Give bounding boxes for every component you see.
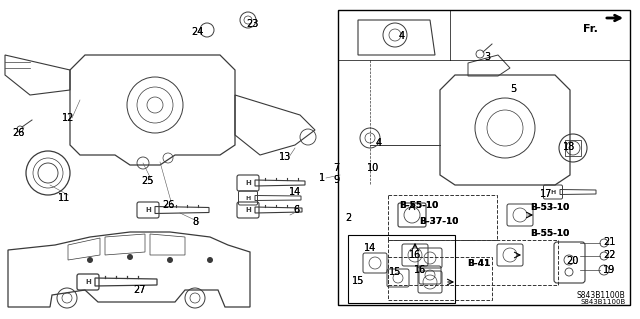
Text: 17: 17: [540, 189, 552, 199]
Text: B-55-10: B-55-10: [530, 228, 569, 238]
Text: B-37-10: B-37-10: [419, 218, 458, 226]
Text: 24: 24: [191, 27, 203, 37]
Bar: [388, 257, 492, 300]
Circle shape: [127, 254, 133, 260]
Text: 21: 21: [603, 237, 615, 247]
Text: 9: 9: [333, 175, 339, 185]
Text: 1: 1: [319, 173, 325, 183]
Text: 27: 27: [134, 285, 147, 295]
Text: 7: 7: [333, 163, 339, 173]
Text: B-55-10: B-55-10: [530, 228, 569, 238]
Text: 6: 6: [293, 205, 299, 215]
Text: 25: 25: [141, 176, 154, 186]
Text: B-37-10: B-37-10: [419, 218, 458, 226]
Text: 14: 14: [364, 243, 376, 253]
Text: 9: 9: [333, 175, 339, 185]
Text: 12: 12: [62, 113, 74, 123]
Text: 19: 19: [603, 265, 615, 275]
Text: B-53-10: B-53-10: [530, 203, 569, 211]
Text: 5: 5: [510, 84, 516, 94]
Text: B-55-10: B-55-10: [399, 201, 438, 210]
Text: 2: 2: [345, 213, 351, 223]
Text: 5: 5: [510, 84, 516, 94]
Text: 13: 13: [279, 152, 291, 162]
Text: 1: 1: [319, 173, 325, 183]
Text: 15: 15: [352, 276, 364, 286]
Text: 25: 25: [141, 176, 154, 186]
Bar: [388, 195, 497, 240]
Text: 20: 20: [566, 256, 578, 266]
Text: Fr.: Fr.: [583, 24, 598, 34]
Circle shape: [207, 257, 213, 263]
Text: 16: 16: [409, 250, 421, 260]
Text: 19: 19: [603, 265, 615, 275]
Text: S843B1100B: S843B1100B: [576, 291, 625, 300]
Text: 23: 23: [246, 19, 258, 29]
Text: 16: 16: [414, 265, 426, 275]
Text: 8: 8: [192, 217, 198, 227]
Text: 26: 26: [12, 128, 24, 138]
Text: 20: 20: [566, 256, 578, 266]
Text: 3: 3: [484, 52, 490, 62]
Text: 14: 14: [364, 243, 376, 253]
Text: 23: 23: [246, 19, 258, 29]
Text: 4: 4: [376, 138, 382, 148]
Text: 16: 16: [409, 250, 421, 260]
Text: H: H: [245, 196, 251, 201]
Bar: [338, 10, 630, 305]
Text: 12: 12: [62, 113, 74, 123]
Text: 8: 8: [192, 217, 198, 227]
Text: 2: 2: [345, 213, 351, 223]
Text: 10: 10: [367, 163, 379, 173]
Text: 16: 16: [414, 265, 426, 275]
Text: 21: 21: [603, 237, 615, 247]
Text: H: H: [145, 207, 151, 213]
Text: 15: 15: [389, 267, 401, 277]
Text: 4: 4: [399, 31, 405, 41]
Text: B-41: B-41: [467, 259, 490, 269]
Text: H: H: [245, 207, 251, 213]
Text: 18: 18: [563, 142, 575, 152]
Text: 22: 22: [603, 250, 615, 260]
Text: 26: 26: [12, 128, 24, 138]
Text: 6: 6: [293, 205, 299, 215]
Text: B-53-10: B-53-10: [530, 203, 569, 211]
Text: S843B1100B: S843B1100B: [580, 299, 626, 305]
Circle shape: [167, 257, 173, 263]
Bar: [388, 240, 558, 285]
Text: H: H: [245, 180, 251, 186]
Text: H: H: [85, 279, 91, 285]
Text: 26: 26: [162, 200, 174, 210]
Text: 14: 14: [289, 187, 301, 197]
Text: 18: 18: [563, 142, 575, 152]
Text: B-55-10: B-55-10: [399, 201, 438, 210]
Text: B-41: B-41: [467, 259, 490, 269]
Text: 15: 15: [352, 276, 364, 286]
Text: 11: 11: [58, 193, 70, 203]
Bar: [348, 235, 455, 303]
Text: 10: 10: [367, 163, 379, 173]
Text: 24: 24: [191, 27, 203, 37]
Text: 4: 4: [399, 31, 405, 41]
Text: 4: 4: [376, 138, 382, 148]
Text: 7: 7: [333, 163, 339, 173]
Text: 27: 27: [134, 285, 147, 295]
Text: 26: 26: [162, 200, 174, 210]
Text: 14: 14: [289, 187, 301, 197]
Text: 17: 17: [540, 189, 552, 199]
Text: 3: 3: [484, 52, 490, 62]
Text: 22: 22: [603, 250, 615, 260]
Text: 15: 15: [389, 267, 401, 277]
Text: 11: 11: [58, 193, 70, 203]
Circle shape: [87, 257, 93, 263]
Text: H: H: [550, 189, 556, 195]
Text: 13: 13: [279, 152, 291, 162]
